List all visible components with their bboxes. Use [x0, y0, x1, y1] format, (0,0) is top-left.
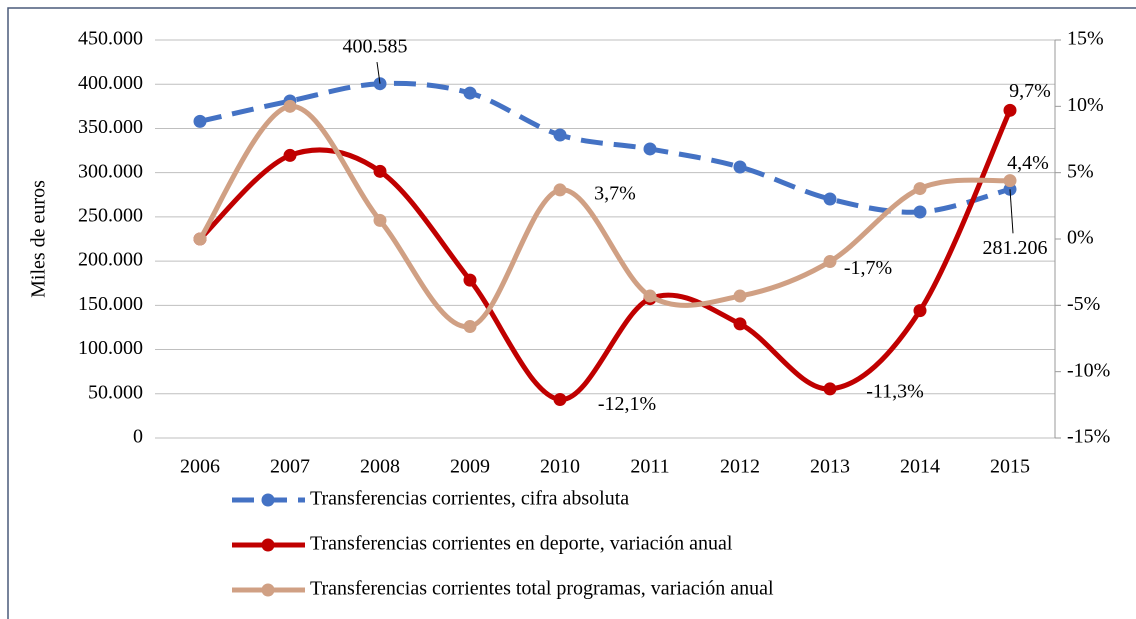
legend-label: Transferencias corrientes total programa…: [310, 578, 774, 600]
x-tick-label: 2013: [810, 456, 850, 478]
data-point: [643, 289, 657, 303]
data-point: [823, 192, 837, 206]
y-tick-label: 250.000: [78, 204, 143, 226]
data-point: [283, 99, 297, 113]
y-tick-label: 50.000: [88, 381, 143, 403]
data-point: [553, 183, 567, 197]
value-label: 4,4%: [1007, 152, 1049, 174]
frame: [7, 7, 1136, 619]
data-point: [913, 205, 927, 219]
data-point: [193, 114, 207, 128]
legend-label: Transferencias corrientes, cifra absolut…: [310, 488, 629, 510]
x-tick-label: 2008: [360, 456, 400, 478]
y2-tick-label: -10%: [1067, 359, 1110, 381]
x-tick-label: 2009: [450, 456, 490, 478]
data-point: [373, 213, 387, 227]
y2-tick-label: -15%: [1067, 426, 1110, 448]
x-tick-label: 2012: [720, 456, 760, 478]
y2-tick-label: 0%: [1067, 227, 1094, 249]
data-point: [193, 232, 207, 246]
y-tick-label: 450.000: [78, 28, 143, 50]
data-point: [643, 142, 657, 156]
legend-marker: [261, 493, 275, 507]
series-line: [198, 109, 1013, 403]
y-tick-label: 100.000: [78, 337, 143, 359]
data-point: [553, 128, 567, 142]
x-tick-label: 2015: [990, 456, 1030, 478]
series-line: [199, 80, 1011, 215]
data-point: [733, 317, 747, 331]
legend-marker: [261, 583, 275, 597]
data-point: [913, 182, 927, 196]
data-point: [913, 304, 927, 318]
x-tick-label: 2010: [540, 456, 580, 478]
value-label: -1,7%: [844, 257, 892, 279]
y-tick-label: 150.000: [78, 293, 143, 315]
y-tick-label: 200.000: [78, 249, 143, 271]
y2-tick-label: 5%: [1067, 160, 1094, 182]
value-label: -11,3%: [866, 381, 924, 403]
data-point: [553, 393, 567, 407]
value-label: 9,7%: [1009, 80, 1051, 102]
x-tick-label: 2007: [270, 456, 310, 478]
y2-tick-label: 15%: [1067, 28, 1104, 50]
value-label: -12,1%: [598, 393, 656, 415]
data-point: [823, 255, 837, 269]
y-tick-label: 0: [133, 426, 143, 448]
legend-label: Transferencias corrientes en deporte, va…: [310, 533, 733, 555]
value-label: 400.585: [343, 35, 408, 57]
value-label: 3,7%: [594, 183, 636, 205]
data-point: [1003, 103, 1017, 117]
data-point: [733, 289, 747, 303]
data-point: [823, 382, 837, 396]
data-point: [373, 164, 387, 178]
x-tick-label: 2011: [630, 456, 669, 478]
y-axis-label: Miles de euros: [28, 180, 50, 298]
leader-line: [376, 62, 381, 84]
data-point: [463, 320, 477, 334]
value-label: 281.206: [983, 237, 1048, 259]
x-tick-label: 2014: [900, 456, 940, 478]
data-point: [1003, 174, 1017, 188]
legend-marker: [261, 538, 275, 552]
y2-tick-label: -5%: [1067, 293, 1100, 315]
leader-line: [1009, 189, 1014, 234]
data-point: [463, 86, 477, 100]
y-tick-label: 400.000: [78, 72, 143, 94]
y-tick-label: 350.000: [78, 116, 143, 138]
data-point: [733, 160, 747, 174]
y2-tick-label: 10%: [1067, 94, 1104, 116]
x-tick-label: 2006: [180, 456, 220, 478]
data-point: [283, 148, 297, 162]
data-point: [463, 273, 477, 287]
y-tick-label: 300.000: [78, 160, 143, 182]
